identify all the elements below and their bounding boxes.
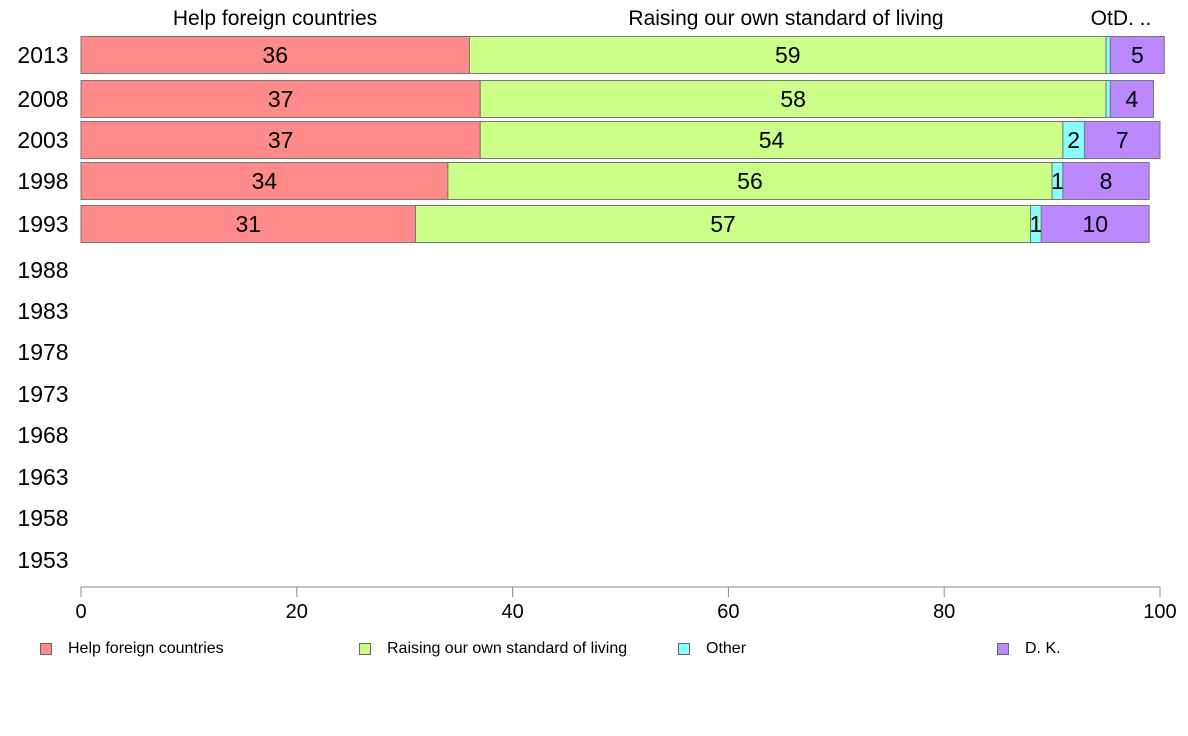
year-label: 1958 xyxy=(17,505,68,531)
legend-swatch xyxy=(40,643,52,655)
bar-segment xyxy=(479,121,1064,159)
year-label: 2003 xyxy=(17,127,68,153)
legend-label: Help foreign countries xyxy=(68,640,224,657)
year-label: 1983 xyxy=(17,298,68,324)
stacked-bar-chart: Help foreign countries Raising our own st… xyxy=(17,7,1176,623)
x-tick-label: 40 xyxy=(501,601,523,623)
data-label: 59 xyxy=(775,42,801,68)
x-tick-label: 80 xyxy=(933,601,955,623)
legend-swatch xyxy=(678,643,690,655)
year-label: 1963 xyxy=(17,464,68,490)
bar-segment xyxy=(1083,121,1161,159)
year-label: 1988 xyxy=(17,257,68,283)
x-tick-label: 60 xyxy=(717,601,739,623)
legend-item-raising-standard: Raising our own standard of living xyxy=(359,640,627,658)
legend: Help foreign countries Raising our own s… xyxy=(0,640,1188,662)
data-label: 54 xyxy=(759,127,785,153)
x-tick-label: 0 xyxy=(75,601,86,623)
data-label: 1 xyxy=(1051,168,1064,194)
year-label: 2013 xyxy=(17,42,68,68)
data-label: 37 xyxy=(268,86,294,112)
year-label: 2008 xyxy=(17,86,68,112)
data-label: 56 xyxy=(737,168,763,194)
legend-swatch xyxy=(359,643,371,655)
data-label: 1 xyxy=(1030,211,1043,237)
data-label: 5 xyxy=(1131,42,1144,68)
bar-segment xyxy=(1105,36,1111,74)
data-label: 8 xyxy=(1100,168,1113,194)
bar-segment xyxy=(468,36,1107,74)
top-label: OtD. .. xyxy=(1091,7,1152,30)
data-label: 10 xyxy=(1082,211,1108,237)
bar-segment xyxy=(1109,80,1155,118)
bar-segment xyxy=(80,80,481,118)
bar-segment xyxy=(479,80,1107,118)
data-label: 37 xyxy=(268,127,294,153)
legend-item-help-foreign: Help foreign countries xyxy=(40,640,224,658)
legend-label: Other xyxy=(706,640,747,657)
year-label: 1978 xyxy=(17,339,68,365)
bar-segment xyxy=(80,162,449,200)
legend-swatch xyxy=(997,643,1009,655)
bar-segment xyxy=(414,205,1032,243)
top-label: Raising our own standard of living xyxy=(628,7,943,30)
data-label: 36 xyxy=(262,42,288,68)
data-label: 57 xyxy=(710,211,736,237)
bar-segment xyxy=(1040,205,1150,243)
bar-segment xyxy=(1105,80,1111,118)
x-tick-label: 20 xyxy=(286,601,308,623)
legend-label: D. K. xyxy=(1025,640,1061,657)
year-label: 1993 xyxy=(17,211,68,237)
bar-segment xyxy=(1062,162,1150,200)
bar-segment xyxy=(80,121,481,159)
year-label: 1953 xyxy=(17,547,68,573)
data-label: 4 xyxy=(1126,86,1139,112)
year-label: 1998 xyxy=(17,168,68,194)
bar-segment xyxy=(1109,36,1165,74)
legend-item-other: Other xyxy=(678,640,746,658)
year-label: 1973 xyxy=(17,381,68,407)
bar-segment xyxy=(80,36,470,74)
year-label: 1968 xyxy=(17,422,68,448)
data-label: 2 xyxy=(1067,127,1080,153)
data-label: 34 xyxy=(252,168,278,194)
data-label: 58 xyxy=(780,86,806,112)
x-tick-label: 100 xyxy=(1143,601,1176,623)
data-label: 31 xyxy=(235,211,261,237)
legend-item-dk: D. K. xyxy=(997,640,1061,658)
top-label: Help foreign countries xyxy=(173,7,377,30)
bar-segment xyxy=(447,162,1053,200)
legend-label: Raising our own standard of living xyxy=(387,640,628,657)
data-label: 7 xyxy=(1116,127,1129,153)
